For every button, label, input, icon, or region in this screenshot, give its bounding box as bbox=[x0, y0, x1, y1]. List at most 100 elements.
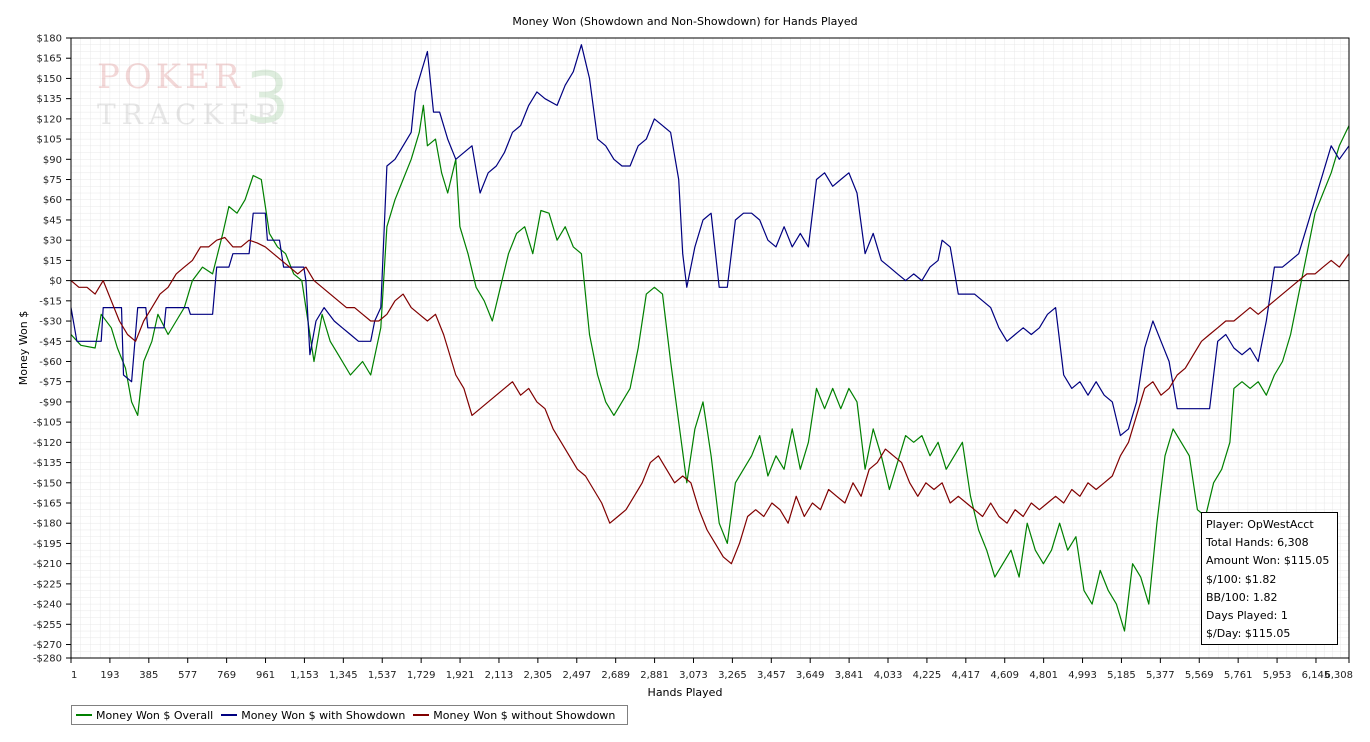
x-tick-label: 2,113 bbox=[485, 670, 514, 681]
y-tick-label: -$255 bbox=[33, 620, 62, 631]
x-tick-label: 4,225 bbox=[913, 670, 942, 681]
plot-frame bbox=[70, 37, 1350, 659]
stat-player: Player: OpWestAcct bbox=[1206, 518, 1314, 531]
y-tick-label: $90 bbox=[43, 155, 62, 166]
y-tick-label: -$135 bbox=[33, 458, 62, 469]
stat-amount-won: Amount Won: $115.05 bbox=[1206, 554, 1330, 568]
x-tick-label: 5,185 bbox=[1107, 670, 1136, 681]
series-line-overall bbox=[70, 104, 1350, 632]
x-tick-label: 3,265 bbox=[718, 670, 747, 681]
x-tick-label: 6,308 bbox=[1324, 670, 1353, 681]
y-tick-label: $75 bbox=[43, 175, 62, 186]
x-tick-label: 385 bbox=[139, 670, 158, 681]
chart-title: Money Won (Showdown and Non-Showdown) fo… bbox=[512, 15, 857, 28]
x-tick-label: 193 bbox=[100, 670, 119, 681]
series-line-non-showdown bbox=[70, 236, 1350, 565]
x-tick-label: 769 bbox=[217, 670, 236, 681]
grid bbox=[70, 37, 1349, 659]
y-tick-label: $30 bbox=[43, 236, 62, 247]
x-tick-label: 577 bbox=[178, 670, 197, 681]
y-tick-label: $180 bbox=[37, 34, 62, 45]
y-tick-label: -$280 bbox=[33, 654, 62, 665]
y-tick-label: -$45 bbox=[39, 337, 62, 348]
y-tick-label: -$210 bbox=[33, 559, 62, 570]
y-tick-label: -$120 bbox=[33, 438, 62, 449]
x-tick-label: 961 bbox=[256, 670, 275, 681]
y-tick-label: -$15 bbox=[39, 296, 62, 307]
legend-swatch-showdown bbox=[221, 714, 238, 716]
player-stats-box: Player: OpWestAcct Total Hands: 6,308 Am… bbox=[1201, 512, 1338, 645]
y-axis-label: Money Won $ bbox=[17, 311, 30, 385]
pokertracker-watermark-logo: POKER TRACKER 3 bbox=[97, 57, 290, 131]
x-tick-label: 6,145 bbox=[1302, 670, 1331, 681]
legend-label-showdown: Money Won $ with Showdown bbox=[241, 708, 406, 722]
legend-item-showdown: Money Won $ with Showdown bbox=[221, 709, 405, 722]
x-tick-label: 5,377 bbox=[1146, 670, 1175, 681]
stat-days-played: Days Played: 1 bbox=[1206, 608, 1288, 622]
y-tick-label: -$150 bbox=[33, 478, 62, 489]
y-tick-label: -$90 bbox=[39, 397, 62, 408]
y-tick-label: -$165 bbox=[33, 499, 62, 510]
x-tick-label: 1,153 bbox=[290, 670, 319, 681]
legend-swatch-overall bbox=[76, 714, 92, 716]
y-tick-label: -$60 bbox=[39, 357, 62, 368]
x-tick-label: 3,073 bbox=[679, 670, 708, 681]
x-axis-ticks: 1 193 385 577 769 961 1,153 1,345 1,537 1,729 1,92… bbox=[70, 658, 1353, 681]
y-tick-label: $105 bbox=[37, 135, 62, 146]
legend-swatch-non-showdown bbox=[413, 714, 430, 716]
x-tick-label: 2,497 bbox=[562, 670, 591, 681]
stat-total-hands: Total Hands: 6,308 bbox=[1206, 536, 1309, 550]
watermark-line1: POKER bbox=[97, 57, 244, 97]
x-tick-label: 4,993 bbox=[1068, 670, 1097, 681]
y-tick-label: -$30 bbox=[39, 317, 62, 328]
x-tick-label: 5,569 bbox=[1185, 670, 1214, 681]
y-tick-label: $135 bbox=[37, 94, 62, 105]
x-tick-label: 5,953 bbox=[1263, 670, 1292, 681]
x-tick-label: 1,537 bbox=[368, 670, 397, 681]
y-tick-label: -$180 bbox=[33, 519, 62, 530]
legend: Money Won $ Overall Money Won $ with Sho… bbox=[71, 705, 629, 725]
x-tick-label: 2,305 bbox=[524, 670, 553, 681]
stat-per-day: $/Day: $115.05 bbox=[1206, 627, 1291, 641]
x-tick-label: 4,801 bbox=[1029, 670, 1058, 681]
y-tick-label: $60 bbox=[43, 195, 62, 206]
x-tick-label: 1 bbox=[71, 670, 77, 681]
stat-per-100: $/100: $1.82 bbox=[1206, 572, 1277, 586]
legend-label-non-showdown: Money Won $ without Showdown bbox=[433, 708, 616, 722]
legend-label-overall: Money Won $ Overall bbox=[96, 708, 214, 722]
x-tick-label: 4,417 bbox=[952, 670, 981, 681]
x-tick-label: 4,033 bbox=[874, 670, 903, 681]
y-tick-label: $120 bbox=[37, 114, 62, 125]
x-tick-label: 3,649 bbox=[796, 670, 825, 681]
y-tick-label: -$105 bbox=[33, 418, 62, 429]
x-tick-label: 3,841 bbox=[835, 670, 864, 681]
y-tick-label: -$75 bbox=[39, 377, 62, 388]
y-tick-label: $45 bbox=[43, 215, 62, 226]
y-tick-label: -$195 bbox=[33, 539, 62, 550]
legend-item-non-showdown: Money Won $ without Showdown bbox=[413, 709, 615, 722]
x-tick-label: 1,921 bbox=[446, 670, 475, 681]
series-line-showdown bbox=[70, 44, 1350, 437]
x-axis-label: Hands Played bbox=[648, 686, 723, 699]
x-tick-label: 5,761 bbox=[1224, 670, 1253, 681]
x-tick-label: 2,689 bbox=[601, 670, 630, 681]
watermark-mark: 3 bbox=[245, 57, 290, 131]
x-tick-label: 1,345 bbox=[329, 670, 358, 681]
watermark-line2: TRACKER bbox=[97, 98, 283, 131]
y-tick-label: -$270 bbox=[33, 640, 62, 651]
y-tick-label: $0 bbox=[49, 276, 62, 287]
y-tick-label: $150 bbox=[37, 74, 62, 85]
y-tick-label: $165 bbox=[37, 54, 62, 65]
series-lines bbox=[70, 44, 1350, 632]
y-axis-ticks: $180 $165 $150 $135 $120 $105 $90 $75 $60 $45 $30 $… bbox=[33, 34, 71, 665]
y-tick-label: $15 bbox=[43, 256, 62, 267]
y-tick-label: -$225 bbox=[33, 579, 62, 590]
x-tick-label: 3,457 bbox=[757, 670, 786, 681]
x-tick-label: 2,881 bbox=[640, 670, 669, 681]
y-tick-label: -$240 bbox=[33, 600, 62, 611]
x-tick-label: 1,729 bbox=[407, 670, 436, 681]
legend-item-overall: Money Won $ Overall bbox=[76, 709, 213, 722]
stat-bb-100: BB/100: 1.82 bbox=[1206, 590, 1278, 604]
x-tick-label: 4,609 bbox=[990, 670, 1019, 681]
